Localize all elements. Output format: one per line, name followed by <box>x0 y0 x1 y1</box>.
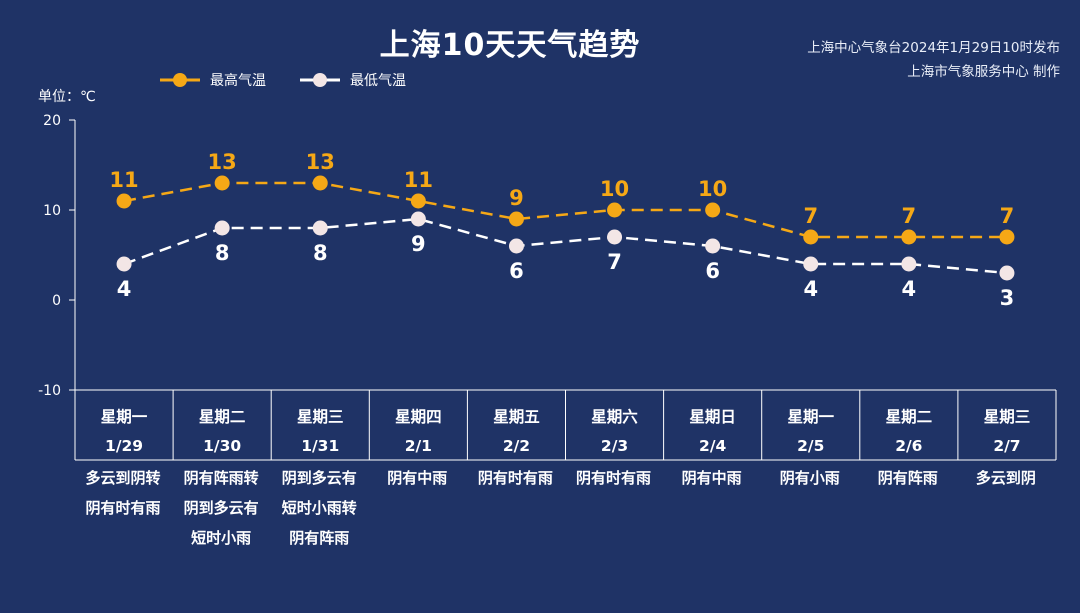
issuer-line-2: 上海市气象服务中心 制作 <box>907 64 1060 80</box>
data-label-low: 8 <box>215 241 230 265</box>
data-label-low: 4 <box>902 277 917 301</box>
issuer-line-1: 上海中心气象台2024年1月29日10时发布 <box>807 40 1060 56</box>
data-point-high <box>214 175 230 191</box>
legend-high-marker-icon <box>160 73 200 87</box>
data-point-high <box>312 175 328 191</box>
data-point-high <box>508 211 524 227</box>
weather-description: 阴有阵雨 <box>289 529 349 547</box>
x-tick-date: 1/29 <box>105 437 143 455</box>
weather-description: 短时小雨 <box>191 529 251 547</box>
data-point-low <box>803 256 819 272</box>
weather-description: 阴到多云有 <box>282 469 357 487</box>
x-tick-weekday: 星期一 <box>101 407 148 426</box>
data-point-high <box>410 193 426 209</box>
weather-description: 阴到多云有 <box>184 499 259 517</box>
data-point-low <box>312 220 328 236</box>
x-tick-weekday: 星期六 <box>591 407 638 426</box>
chart-legend: 最高气温 最低气温 <box>160 70 406 90</box>
x-tick-weekday: 星期三 <box>984 407 1031 426</box>
weather-description: 阴有中雨 <box>387 469 447 487</box>
y-tick-label: 20 <box>43 113 61 129</box>
data-label-high: 9 <box>509 186 524 210</box>
data-point-low <box>410 211 426 227</box>
data-label-low: 3 <box>1000 286 1015 310</box>
data-label-low: 9 <box>411 232 426 256</box>
data-point-high <box>901 229 917 245</box>
x-tick-date: 2/5 <box>797 437 824 455</box>
x-tick-weekday: 星期一 <box>787 407 834 426</box>
x-tick-date: 2/6 <box>895 437 922 455</box>
x-tick-date: 1/31 <box>301 437 339 455</box>
data-label-high: 13 <box>208 150 237 174</box>
data-point-low <box>999 265 1015 281</box>
weather-description: 阴有阵雨转 <box>184 469 259 487</box>
data-label-low: 4 <box>117 277 132 301</box>
weather-description: 阴有中雨 <box>682 469 742 487</box>
data-point-low <box>901 256 917 272</box>
y-tick-label: 10 <box>43 203 61 219</box>
y-tick-label: -10 <box>38 383 61 399</box>
series-line-low <box>123 217 1008 275</box>
data-point-low <box>607 229 623 245</box>
data-label-low: 8 <box>313 241 328 265</box>
data-label-low: 4 <box>803 277 818 301</box>
x-tick-weekday: 星期二 <box>886 407 933 426</box>
x-tick-date: 2/2 <box>503 437 530 455</box>
issuer-info: 上海中心气象台2024年1月29日10时发布 上海市气象服务中心 制作 <box>807 36 1060 84</box>
legend-high-label: 最高气温 <box>210 73 266 89</box>
data-label-low: 7 <box>607 250 622 274</box>
legend-item-low[interactable]: 最低气温 <box>300 70 406 90</box>
y-axis-unit-label: 单位：℃ <box>38 89 96 105</box>
chart-title: 上海10天天气趋势 <box>379 28 641 63</box>
x-tick-date: 2/3 <box>601 437 628 455</box>
x-tick-weekday: 星期五 <box>493 407 540 426</box>
weather-description: 阴有时有雨 <box>85 499 160 517</box>
data-point-high <box>116 193 132 209</box>
data-point-low <box>508 238 524 254</box>
data-label-high: 10 <box>600 177 629 201</box>
data-label-high: 7 <box>803 204 818 228</box>
data-label-low: 6 <box>509 259 524 283</box>
weather-description: 阴有时有雨 <box>478 469 553 487</box>
data-label-high: 10 <box>698 177 727 201</box>
weather-description: 多云到阴转 <box>85 469 160 487</box>
data-label-low: 6 <box>705 259 720 283</box>
series-line-high <box>123 181 1007 239</box>
data-point-low <box>705 238 721 254</box>
x-tick-date: 1/30 <box>203 437 241 455</box>
data-point-high <box>607 202 623 218</box>
data-label-high: 7 <box>1000 204 1015 228</box>
x-tick-date: 2/1 <box>405 437 432 455</box>
data-point-high <box>999 229 1015 245</box>
weather-description: 多云到阴 <box>976 469 1036 487</box>
x-tick-weekday: 星期日 <box>689 407 736 426</box>
x-tick-weekday: 星期四 <box>395 407 442 426</box>
x-tick-date: 2/7 <box>993 437 1020 455</box>
x-tick-date: 2/4 <box>699 437 726 455</box>
x-tick-weekday: 星期三 <box>297 407 344 426</box>
data-label-high: 7 <box>902 204 917 228</box>
x-tick-weekday: 星期二 <box>199 407 246 426</box>
weather-description: 短时小雨转 <box>282 499 357 517</box>
weather-description: 阴有阵雨 <box>878 469 938 487</box>
data-point-high <box>705 202 721 218</box>
data-point-low <box>116 256 132 272</box>
data-label-high: 13 <box>306 150 335 174</box>
weather-description: 阴有小雨 <box>780 469 840 487</box>
legend-low-marker-icon <box>300 73 340 87</box>
data-point-high <box>803 229 819 245</box>
legend-item-high[interactable]: 最高气温 <box>160 70 266 90</box>
y-tick-label: 0 <box>52 293 61 309</box>
data-label-high: 11 <box>404 168 433 192</box>
legend-low-label: 最低气温 <box>350 73 406 89</box>
data-point-low <box>214 220 230 236</box>
weather-description: 阴有时有雨 <box>576 469 651 487</box>
data-label-high: 11 <box>109 168 138 192</box>
